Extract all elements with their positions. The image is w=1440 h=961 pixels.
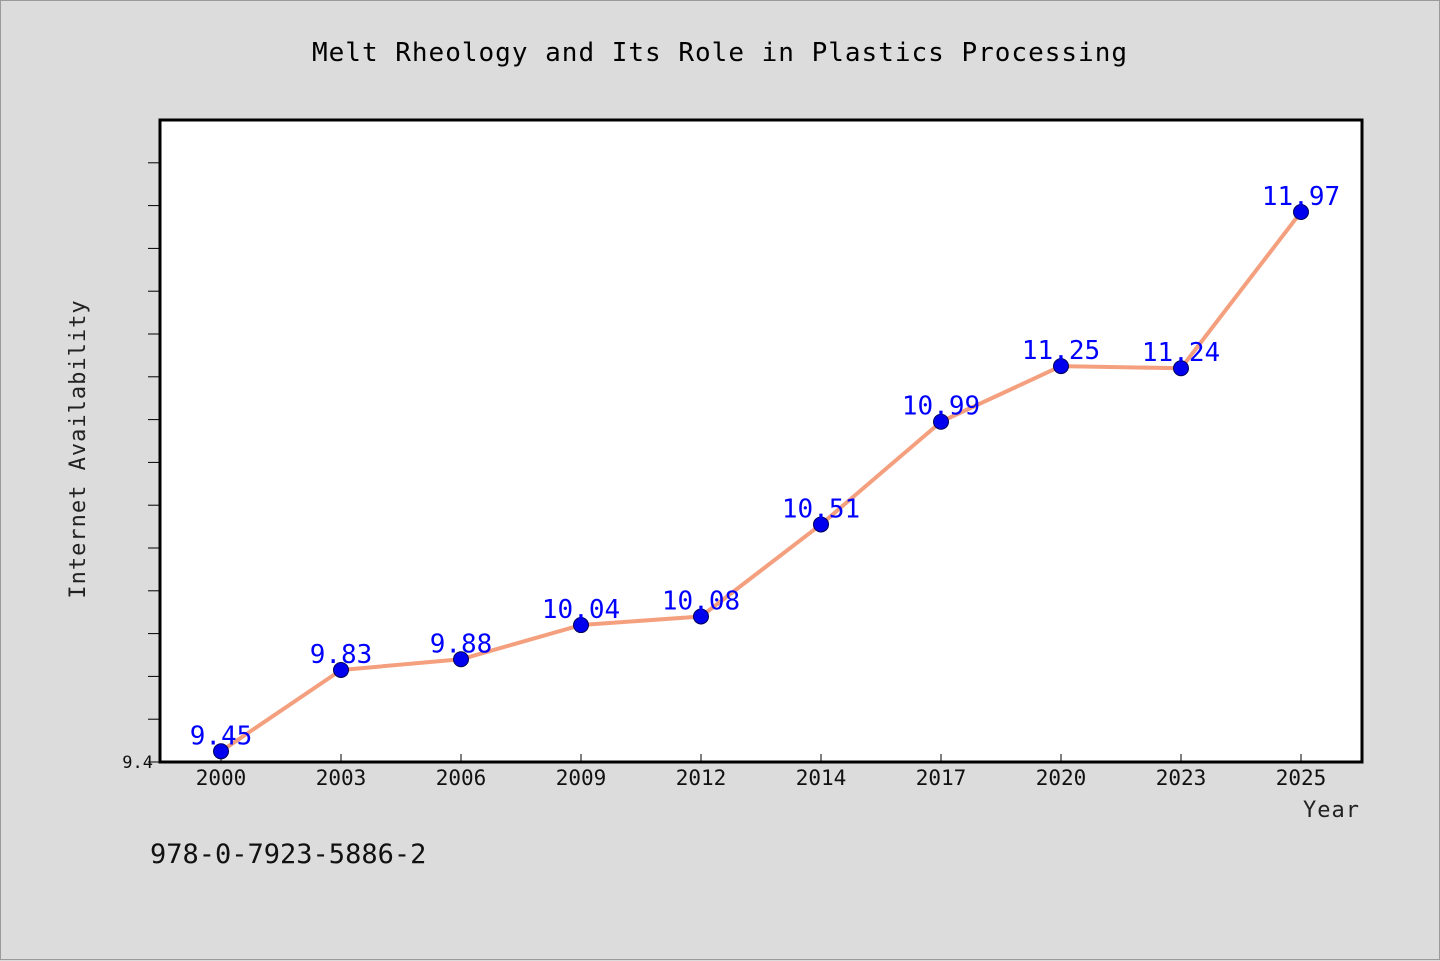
data-point xyxy=(333,661,349,678)
data-point xyxy=(1053,358,1069,375)
y-tick-label: 9.4 xyxy=(122,753,153,773)
x-tick-label: 2023 xyxy=(1156,766,1207,790)
data-label: 10.99 xyxy=(902,392,980,422)
x-axis-title: Year xyxy=(1303,798,1360,823)
x-tick-label: 2017 xyxy=(916,766,967,790)
data-labels: 9.45 9.83 9.88 10.04 10.08 10.51 10.99 11.25 11.… xyxy=(190,182,1340,751)
series-line xyxy=(219,210,1303,754)
data-label: 11.24 xyxy=(1142,338,1220,368)
x-tick-label: 2009 xyxy=(556,766,607,790)
x-tick-label: 2006 xyxy=(436,766,487,790)
data-point xyxy=(213,743,229,760)
x-tick-label: 2000 xyxy=(196,766,247,790)
chart-title: Melt Rheology and Its Role in Plastics P… xyxy=(312,38,1128,68)
data-point xyxy=(453,651,469,668)
y-axis-title: Internet Availability xyxy=(66,299,91,598)
x-tick-label: 2025 xyxy=(1276,766,1327,790)
data-point xyxy=(693,608,709,625)
data-point xyxy=(933,413,949,430)
x-axis-ticks: 2000 2003 2006 2009 2012 2014 2017 2020 2023 2025 xyxy=(196,754,1327,790)
series-line-group xyxy=(219,210,1303,754)
data-point xyxy=(573,617,589,634)
data-label: 10.04 xyxy=(542,595,620,625)
x-tick-label: 2014 xyxy=(796,766,847,790)
x-tick-label: 2003 xyxy=(316,766,367,790)
isbn-label: 978-0-7923-5886-2 xyxy=(150,839,426,870)
plot-area xyxy=(158,118,1364,764)
x-tick-label: 2012 xyxy=(676,766,727,790)
x-tick-label: 2020 xyxy=(1036,766,1087,790)
data-label: 10.08 xyxy=(662,586,740,616)
data-markers xyxy=(213,204,1309,760)
y-axis-ticks xyxy=(148,162,160,763)
data-label: 11.25 xyxy=(1022,336,1100,366)
data-label: 10.51 xyxy=(782,494,860,524)
data-point xyxy=(1173,360,1189,377)
data-label: 9.45 xyxy=(190,721,253,751)
data-label: 9.88 xyxy=(430,629,493,659)
data-label: 11.97 xyxy=(1262,182,1340,212)
data-label: 9.83 xyxy=(310,640,373,670)
data-point xyxy=(813,516,829,533)
data-point xyxy=(1293,204,1309,221)
